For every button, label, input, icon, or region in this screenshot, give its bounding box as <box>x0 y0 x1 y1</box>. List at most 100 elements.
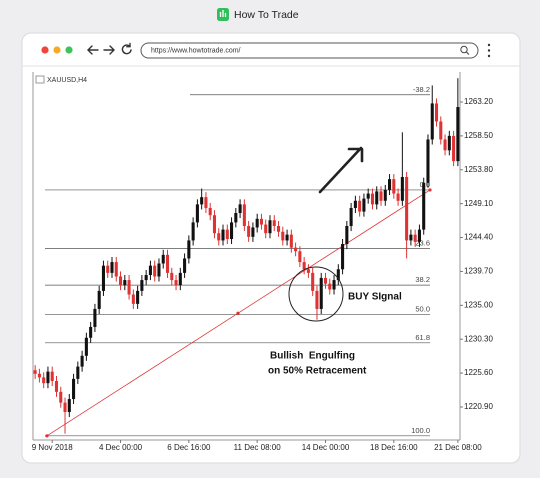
candle-body <box>417 229 421 242</box>
x-tick-label: 21 Dec 08:00 <box>434 443 482 452</box>
candle-body <box>251 227 255 237</box>
candle-body <box>456 107 460 162</box>
candle-body <box>255 218 259 228</box>
candle-body <box>366 193 370 199</box>
candle-body <box>140 280 144 291</box>
chart: XAUUSD,H4 BUY SIgnal Bullish Engulfing o… <box>32 72 461 441</box>
candle-body <box>204 197 208 208</box>
candle-body <box>80 355 84 367</box>
reload-button[interactable] <box>121 42 132 55</box>
candle-body <box>323 277 328 284</box>
y-tick-label: 1235.00 <box>464 300 493 309</box>
x-tick-label: 4 Dec 00:00 <box>99 443 143 452</box>
url-bar[interactable] <box>140 42 479 59</box>
candle-body <box>42 377 46 384</box>
candle-body <box>422 182 426 230</box>
candle-body <box>161 254 165 264</box>
candle-body <box>46 371 50 384</box>
back-button[interactable] <box>87 45 99 55</box>
y-tick-label: 1230.30 <box>464 334 493 343</box>
candle-body <box>276 226 281 232</box>
candle-body <box>281 231 285 241</box>
forward-button[interactable] <box>103 45 115 55</box>
candle-body <box>388 179 392 190</box>
candle-body <box>439 121 443 140</box>
menu-button[interactable] <box>487 43 491 58</box>
candle-body <box>345 226 349 245</box>
candle-body <box>183 258 187 273</box>
y-tick-label: 1253.80 <box>464 165 493 174</box>
trend-arrow <box>318 146 364 194</box>
candle-body <box>118 276 123 286</box>
fib-label: 23.6 <box>415 238 430 247</box>
candle-body <box>400 176 404 201</box>
candle-body <box>37 373 41 378</box>
candle-body <box>59 391 63 403</box>
candle-body <box>405 176 409 241</box>
trend-point <box>428 188 432 192</box>
candle-body <box>306 269 310 273</box>
candle-body <box>67 399 71 413</box>
candle-body <box>221 229 225 241</box>
candle-body <box>187 240 191 259</box>
signal-circle <box>288 266 344 322</box>
candle-body <box>200 197 204 205</box>
candle-body <box>114 262 118 277</box>
candle-body <box>148 265 152 276</box>
trend-point <box>45 434 49 438</box>
symbol-icon <box>35 75 45 84</box>
search-icon[interactable] <box>460 45 468 54</box>
candle-body <box>349 207 353 227</box>
y-tick-label: 1263.20 <box>464 97 493 106</box>
candle-body <box>174 280 178 286</box>
candle-body <box>362 198 366 212</box>
window-dot <box>41 46 49 54</box>
symbol-label: XAUUSD,H4 <box>47 77 87 84</box>
candle-body <box>106 265 110 273</box>
candle-body <box>319 277 323 309</box>
candle-body <box>268 220 272 234</box>
candle-body <box>144 275 148 281</box>
candle-body <box>191 222 195 241</box>
fib-label: 38.2 <box>415 275 430 284</box>
candle-body <box>332 280 336 290</box>
x-tick-label: 9 Nov 2018 <box>32 443 73 452</box>
candle-body <box>289 234 293 248</box>
candle-body <box>242 204 246 227</box>
candle-body <box>375 191 379 205</box>
candle-body <box>383 189 387 201</box>
fib-label: 50.0 <box>415 305 430 314</box>
candle-body <box>353 200 357 208</box>
brand-name: How To Trade <box>234 9 299 21</box>
candle-body <box>302 262 306 270</box>
candle-body <box>247 226 251 237</box>
candle-body <box>392 179 396 194</box>
candle-body <box>54 381 59 392</box>
y-tick-label: 1244.40 <box>464 233 493 242</box>
candle-body <box>208 207 212 216</box>
candle-body <box>430 103 434 140</box>
candle-body <box>178 272 182 286</box>
candle-body <box>328 283 332 290</box>
candle-body <box>157 263 161 277</box>
candle-body <box>341 244 345 270</box>
window-dot <box>53 46 61 54</box>
x-tick-label: 6 Dec 16:00 <box>167 443 211 452</box>
candle-body <box>379 191 383 201</box>
candle-body <box>452 135 456 162</box>
candle-body <box>123 280 127 286</box>
candle-body <box>230 222 234 239</box>
fib-label: 61.8 <box>415 333 430 342</box>
trend-point <box>236 311 240 315</box>
candle-body <box>315 290 319 309</box>
y-tick-label: 1239.70 <box>464 267 493 276</box>
candle-body <box>370 193 375 205</box>
candle-body <box>358 200 362 212</box>
candle-body <box>165 254 170 273</box>
candle-body <box>285 234 289 241</box>
y-tick-label: 1258.50 <box>464 131 493 140</box>
candle-body <box>212 215 217 234</box>
candle-body <box>426 139 430 183</box>
candle-body <box>76 366 80 379</box>
